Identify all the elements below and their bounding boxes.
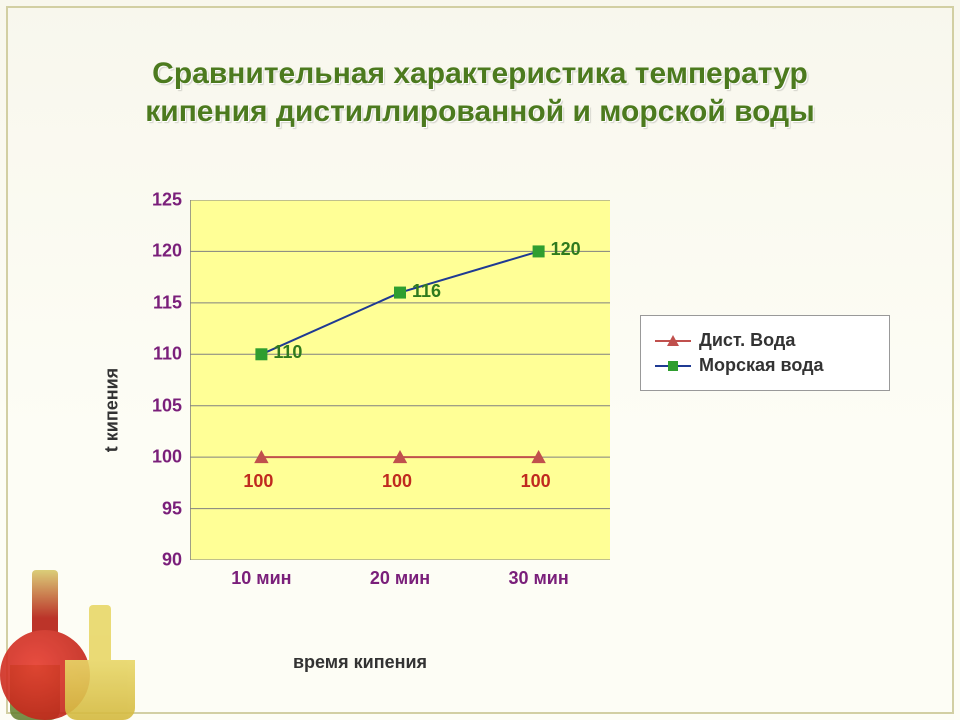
data-label: 110 (273, 342, 302, 363)
x-axis-label: время кипения (80, 652, 640, 673)
legend: Дист. Вода Морская вода (640, 315, 890, 391)
y-tick: 90 (162, 550, 182, 571)
y-tick: 115 (153, 292, 182, 313)
data-label: 100 (521, 471, 551, 492)
title-line-1: Сравнительная характеристика температур (152, 57, 808, 90)
legend-item: Морская вода (655, 355, 875, 376)
x-tick: 10 мин (231, 568, 291, 589)
page: Сравнительная характеристика температур … (0, 0, 960, 720)
legend-item: Дист. Вода (655, 330, 875, 351)
y-tick: 105 (152, 395, 182, 416)
data-label: 120 (551, 239, 581, 260)
data-label: 100 (243, 471, 273, 492)
y-axis-label: t кипения (102, 368, 123, 452)
chart: t кипения 909510010511011512012510 мин20… (80, 185, 880, 635)
data-label: 116 (412, 281, 441, 302)
legend-swatch-icon (655, 359, 691, 373)
y-tick: 125 (152, 190, 182, 211)
y-tick: 110 (153, 344, 182, 365)
y-tick: 100 (152, 447, 182, 468)
x-tick: 20 мин (370, 568, 430, 589)
y-tick: 120 (152, 241, 182, 262)
page-title: Сравнительная характеристика температур … (0, 0, 960, 130)
legend-label: Дист. Вода (699, 330, 795, 351)
data-label: 100 (382, 471, 412, 492)
plot-svg (190, 200, 610, 560)
x-tick: 30 мин (508, 568, 568, 589)
y-tick: 95 (162, 498, 182, 519)
plot-area: 909510010511011512012510 мин20 мин30 мин… (190, 200, 610, 560)
legend-swatch-icon (655, 334, 691, 348)
title-line-2: кипения дистиллированной и морской воды (145, 95, 815, 128)
legend-label: Морская вода (699, 355, 824, 376)
